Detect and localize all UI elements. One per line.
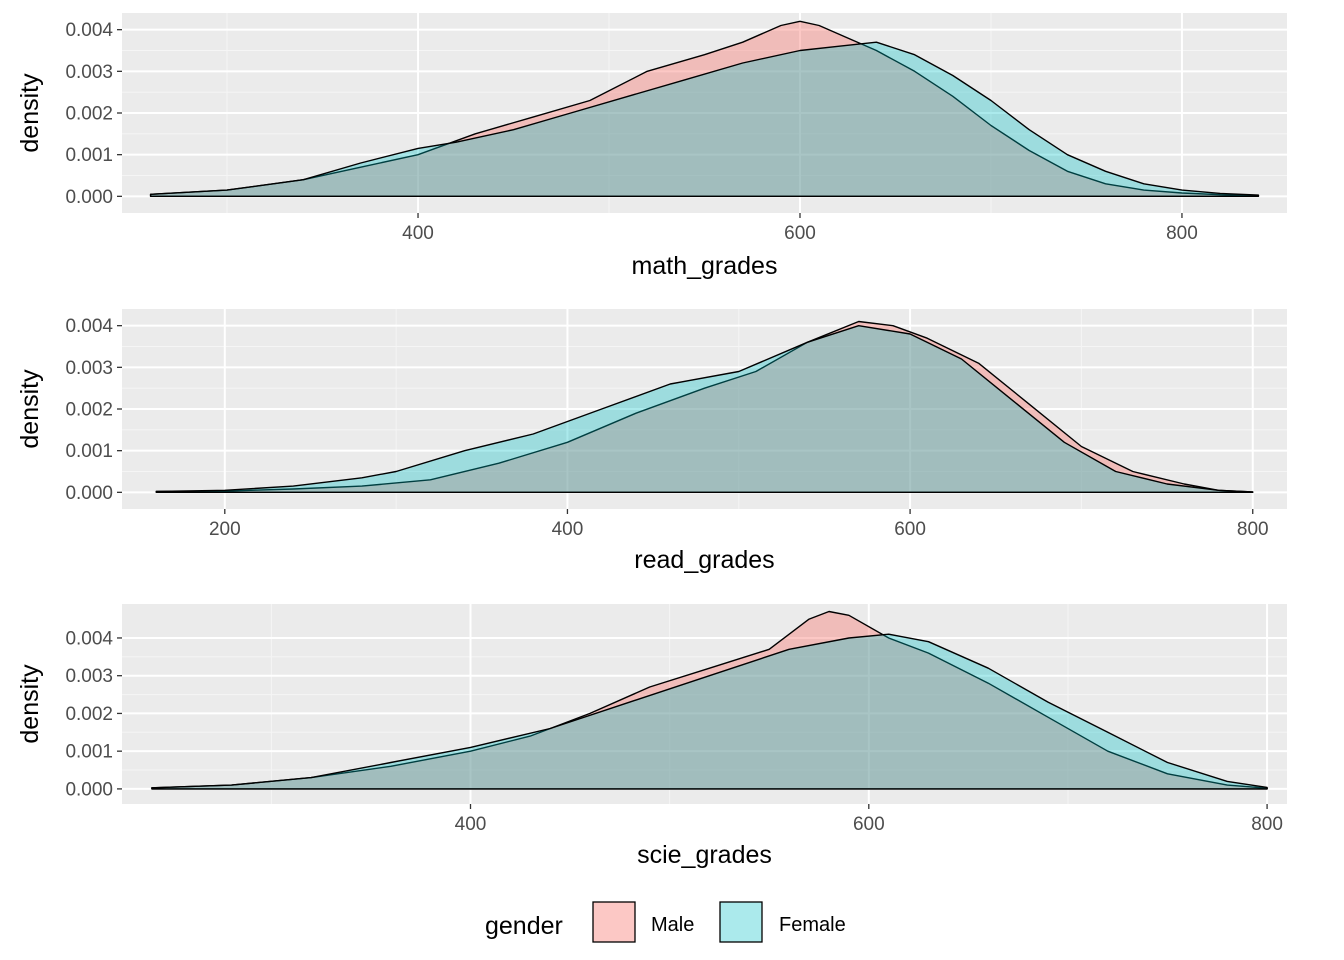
y-tick-label: 0.000: [65, 483, 113, 504]
x-tick-label: 400: [455, 814, 487, 835]
y-tick-label: 0.000: [65, 779, 113, 800]
x-tick-label: 200: [209, 519, 241, 540]
x-axis-title: read_grades: [634, 546, 774, 574]
density-area-female: [151, 633, 1268, 790]
panel-math-grades: 0.000 0.001 0.002 0.003 0.004 400 600 800 math_g…: [16, 13, 1287, 280]
legend-key-female: [719, 901, 763, 943]
y-tick-label: 0.002: [65, 104, 113, 125]
density-area-female: [155, 325, 1254, 493]
y-tick-label: 0.004: [65, 20, 113, 41]
y-tick-label: 0.004: [65, 316, 113, 337]
x-tick-label: 600: [784, 223, 816, 244]
density-area-male: [151, 610, 1268, 790]
x-tick-label: 600: [894, 519, 926, 540]
y-tick-label: 0.003: [65, 358, 113, 379]
y-axis-title: density: [16, 664, 44, 744]
density-area-female: [149, 41, 1260, 197]
legend-title: gender: [485, 912, 563, 940]
panel-scie-grades: 0.000 0.001 0.002 0.003 0.004 400 600 800 scie_g…: [16, 604, 1287, 869]
x-axis-title: scie_grades: [637, 841, 772, 869]
legend-label-female: Female: [779, 914, 846, 936]
legend-key-male: [592, 901, 636, 943]
x-tick-label: 400: [402, 223, 434, 244]
y-tick-label: 0.003: [65, 62, 113, 83]
density-area-male: [155, 320, 1254, 493]
panel-read-grades: 0.000 0.001 0.002 0.003 0.004 200 400 600 800 rea…: [16, 309, 1287, 574]
chart-panels: 0.000 0.001 0.002 0.003 0.004 400 600 800 math_g…: [16, 13, 1287, 869]
y-tick-label: 0.002: [65, 400, 113, 421]
y-tick-label: 0.001: [65, 742, 113, 763]
x-tick-label: 600: [853, 814, 885, 835]
x-axis-title: math_grades: [632, 252, 778, 280]
legend-label-male: Male: [651, 914, 694, 936]
x-tick-label: 400: [552, 519, 584, 540]
density-area-male: [149, 20, 1260, 197]
y-tick-label: 0.001: [65, 441, 113, 462]
y-axis-title: density: [16, 73, 44, 153]
legend: gender Male Female: [485, 901, 846, 943]
x-tick-label: 800: [1237, 519, 1269, 540]
y-tick-label: 0.000: [65, 187, 113, 208]
y-tick-label: 0.001: [65, 145, 113, 166]
x-tick-label: 800: [1251, 814, 1283, 835]
y-tick-label: 0.003: [65, 666, 113, 687]
y-axis-title: density: [16, 369, 44, 449]
y-tick-label: 0.004: [65, 628, 113, 649]
y-tick-label: 0.002: [65, 704, 113, 725]
x-tick-label: 800: [1166, 223, 1198, 244]
